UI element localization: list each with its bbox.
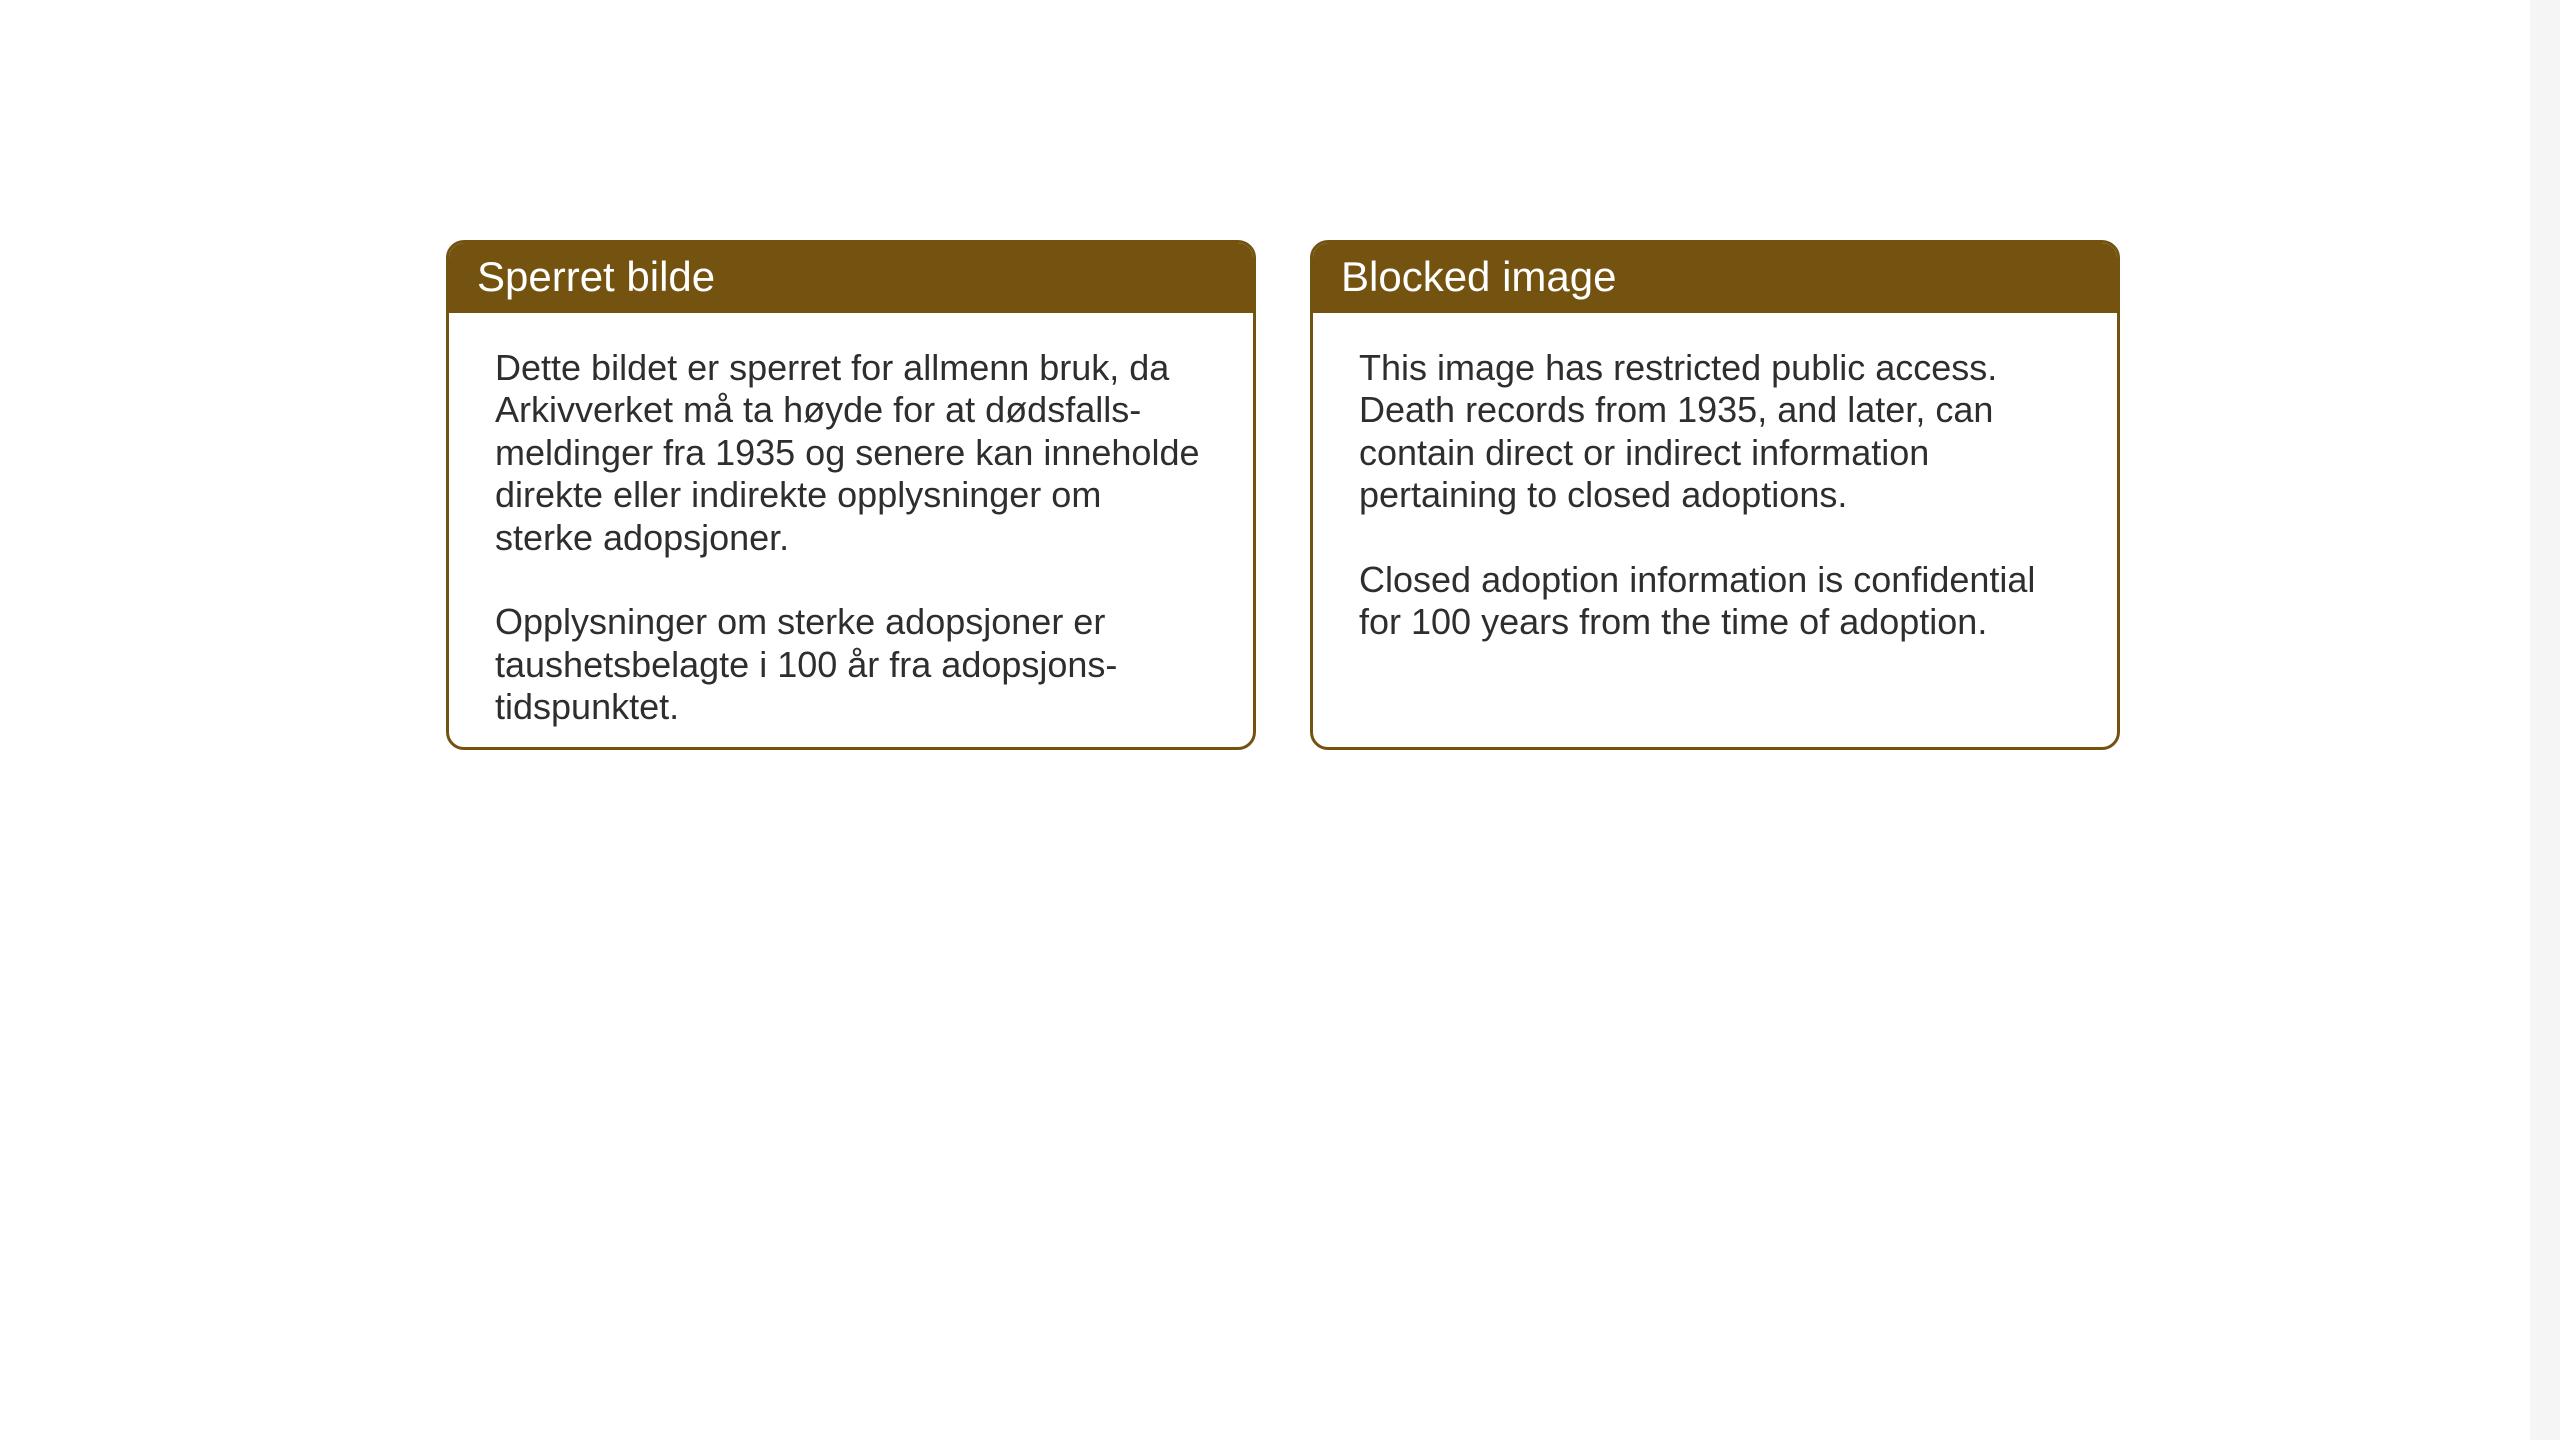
card-header-english: Blocked image [1313, 243, 2117, 313]
card-header-norwegian: Sperret bilde [449, 243, 1253, 313]
notice-card-english: Blocked image This image has restricted … [1310, 240, 2120, 750]
vertical-scrollbar[interactable] [2530, 0, 2560, 1440]
card-paragraph2-english: Closed adoption information is confident… [1359, 559, 2071, 644]
card-paragraph2-norwegian: Opplysninger om sterke adopsjoner er tau… [495, 601, 1207, 728]
notice-container: Sperret bilde Dette bildet er sperret fo… [446, 240, 2120, 750]
card-title-norwegian: Sperret bilde [477, 253, 715, 300]
card-title-english: Blocked image [1341, 253, 1616, 300]
card-body-norwegian: Dette bildet er sperret for allmenn bruk… [449, 313, 1253, 750]
card-paragraph1-norwegian: Dette bildet er sperret for allmenn bruk… [495, 347, 1207, 559]
notice-card-norwegian: Sperret bilde Dette bildet er sperret fo… [446, 240, 1256, 750]
card-paragraph1-english: This image has restricted public access.… [1359, 347, 2071, 517]
card-body-english: This image has restricted public access.… [1313, 313, 2117, 720]
